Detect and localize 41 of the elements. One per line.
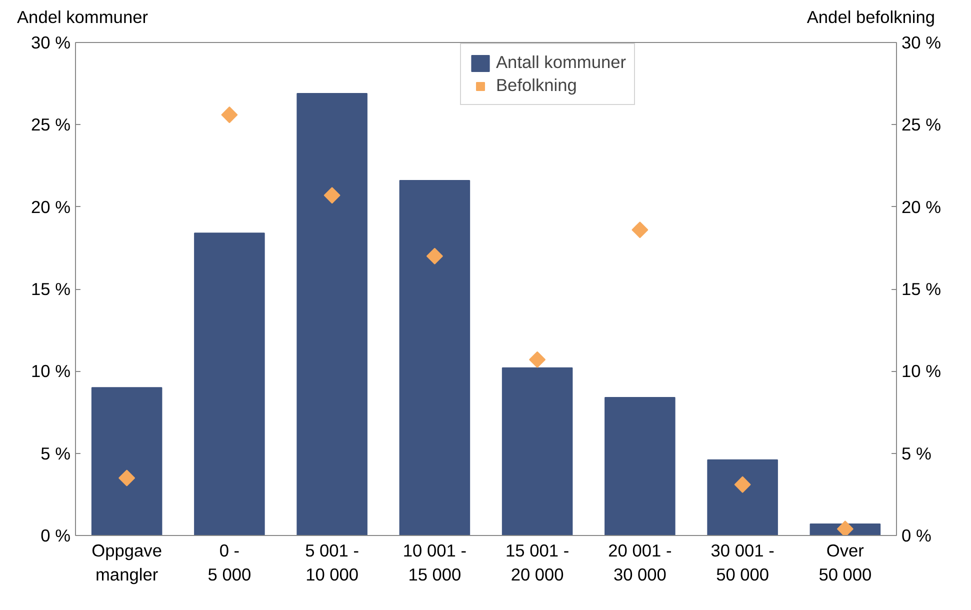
y-axis-title: Andel kommuner xyxy=(17,6,148,29)
y2-tick-label: 30 % xyxy=(902,32,941,52)
point xyxy=(529,351,546,368)
x-tick-label: 20 001 - 30 000 xyxy=(608,540,672,584)
x-tick-label: 0 - 5 000 xyxy=(208,540,252,584)
y-tick-label: 30 % xyxy=(31,32,71,52)
y-tick-label: 15 % xyxy=(31,279,71,299)
bar xyxy=(296,92,368,536)
bar xyxy=(502,367,573,536)
y2-tick-label: 10 % xyxy=(902,361,941,382)
y2-axis-title: Andel befolkning xyxy=(806,6,935,29)
point xyxy=(221,106,238,124)
y-tick-label: 20 % xyxy=(31,196,71,217)
y2-tick-label: 5 % xyxy=(902,443,932,464)
x-tick-label: 5 001 - 10 000 xyxy=(305,540,360,584)
point xyxy=(118,470,136,486)
x-tick-label: 10 001 - 15 000 xyxy=(402,540,466,584)
y2-tick-label: 25 % xyxy=(902,114,941,135)
bar xyxy=(399,180,470,536)
x-tick-label: 30 001 - 50 000 xyxy=(710,540,774,584)
y-tick-label: 10 % xyxy=(31,361,71,382)
y-tick-label: 0 % xyxy=(40,526,70,546)
y-tick-label: 25 % xyxy=(31,114,71,135)
x-tick-label: 15 001 - 20 000 xyxy=(506,540,570,584)
x-tick-label: Over 50 000 xyxy=(818,540,872,584)
point xyxy=(426,248,443,264)
bar xyxy=(604,396,676,536)
y-tick-label: 5 % xyxy=(40,443,70,464)
y2-tick-label: 0 % xyxy=(902,526,932,546)
legend-label: Antall kommuner xyxy=(496,52,626,73)
point xyxy=(324,187,340,204)
x-tick-label: Oppgave mangler xyxy=(92,540,162,584)
bar xyxy=(91,387,162,536)
legend-label: Befolkning xyxy=(496,75,577,96)
point xyxy=(632,222,648,238)
point xyxy=(734,476,751,493)
point xyxy=(836,520,854,536)
bar xyxy=(707,459,778,536)
y2-tick-label: 15 % xyxy=(902,279,941,299)
bar xyxy=(194,232,265,536)
y2-tick-label: 20 % xyxy=(902,196,941,217)
